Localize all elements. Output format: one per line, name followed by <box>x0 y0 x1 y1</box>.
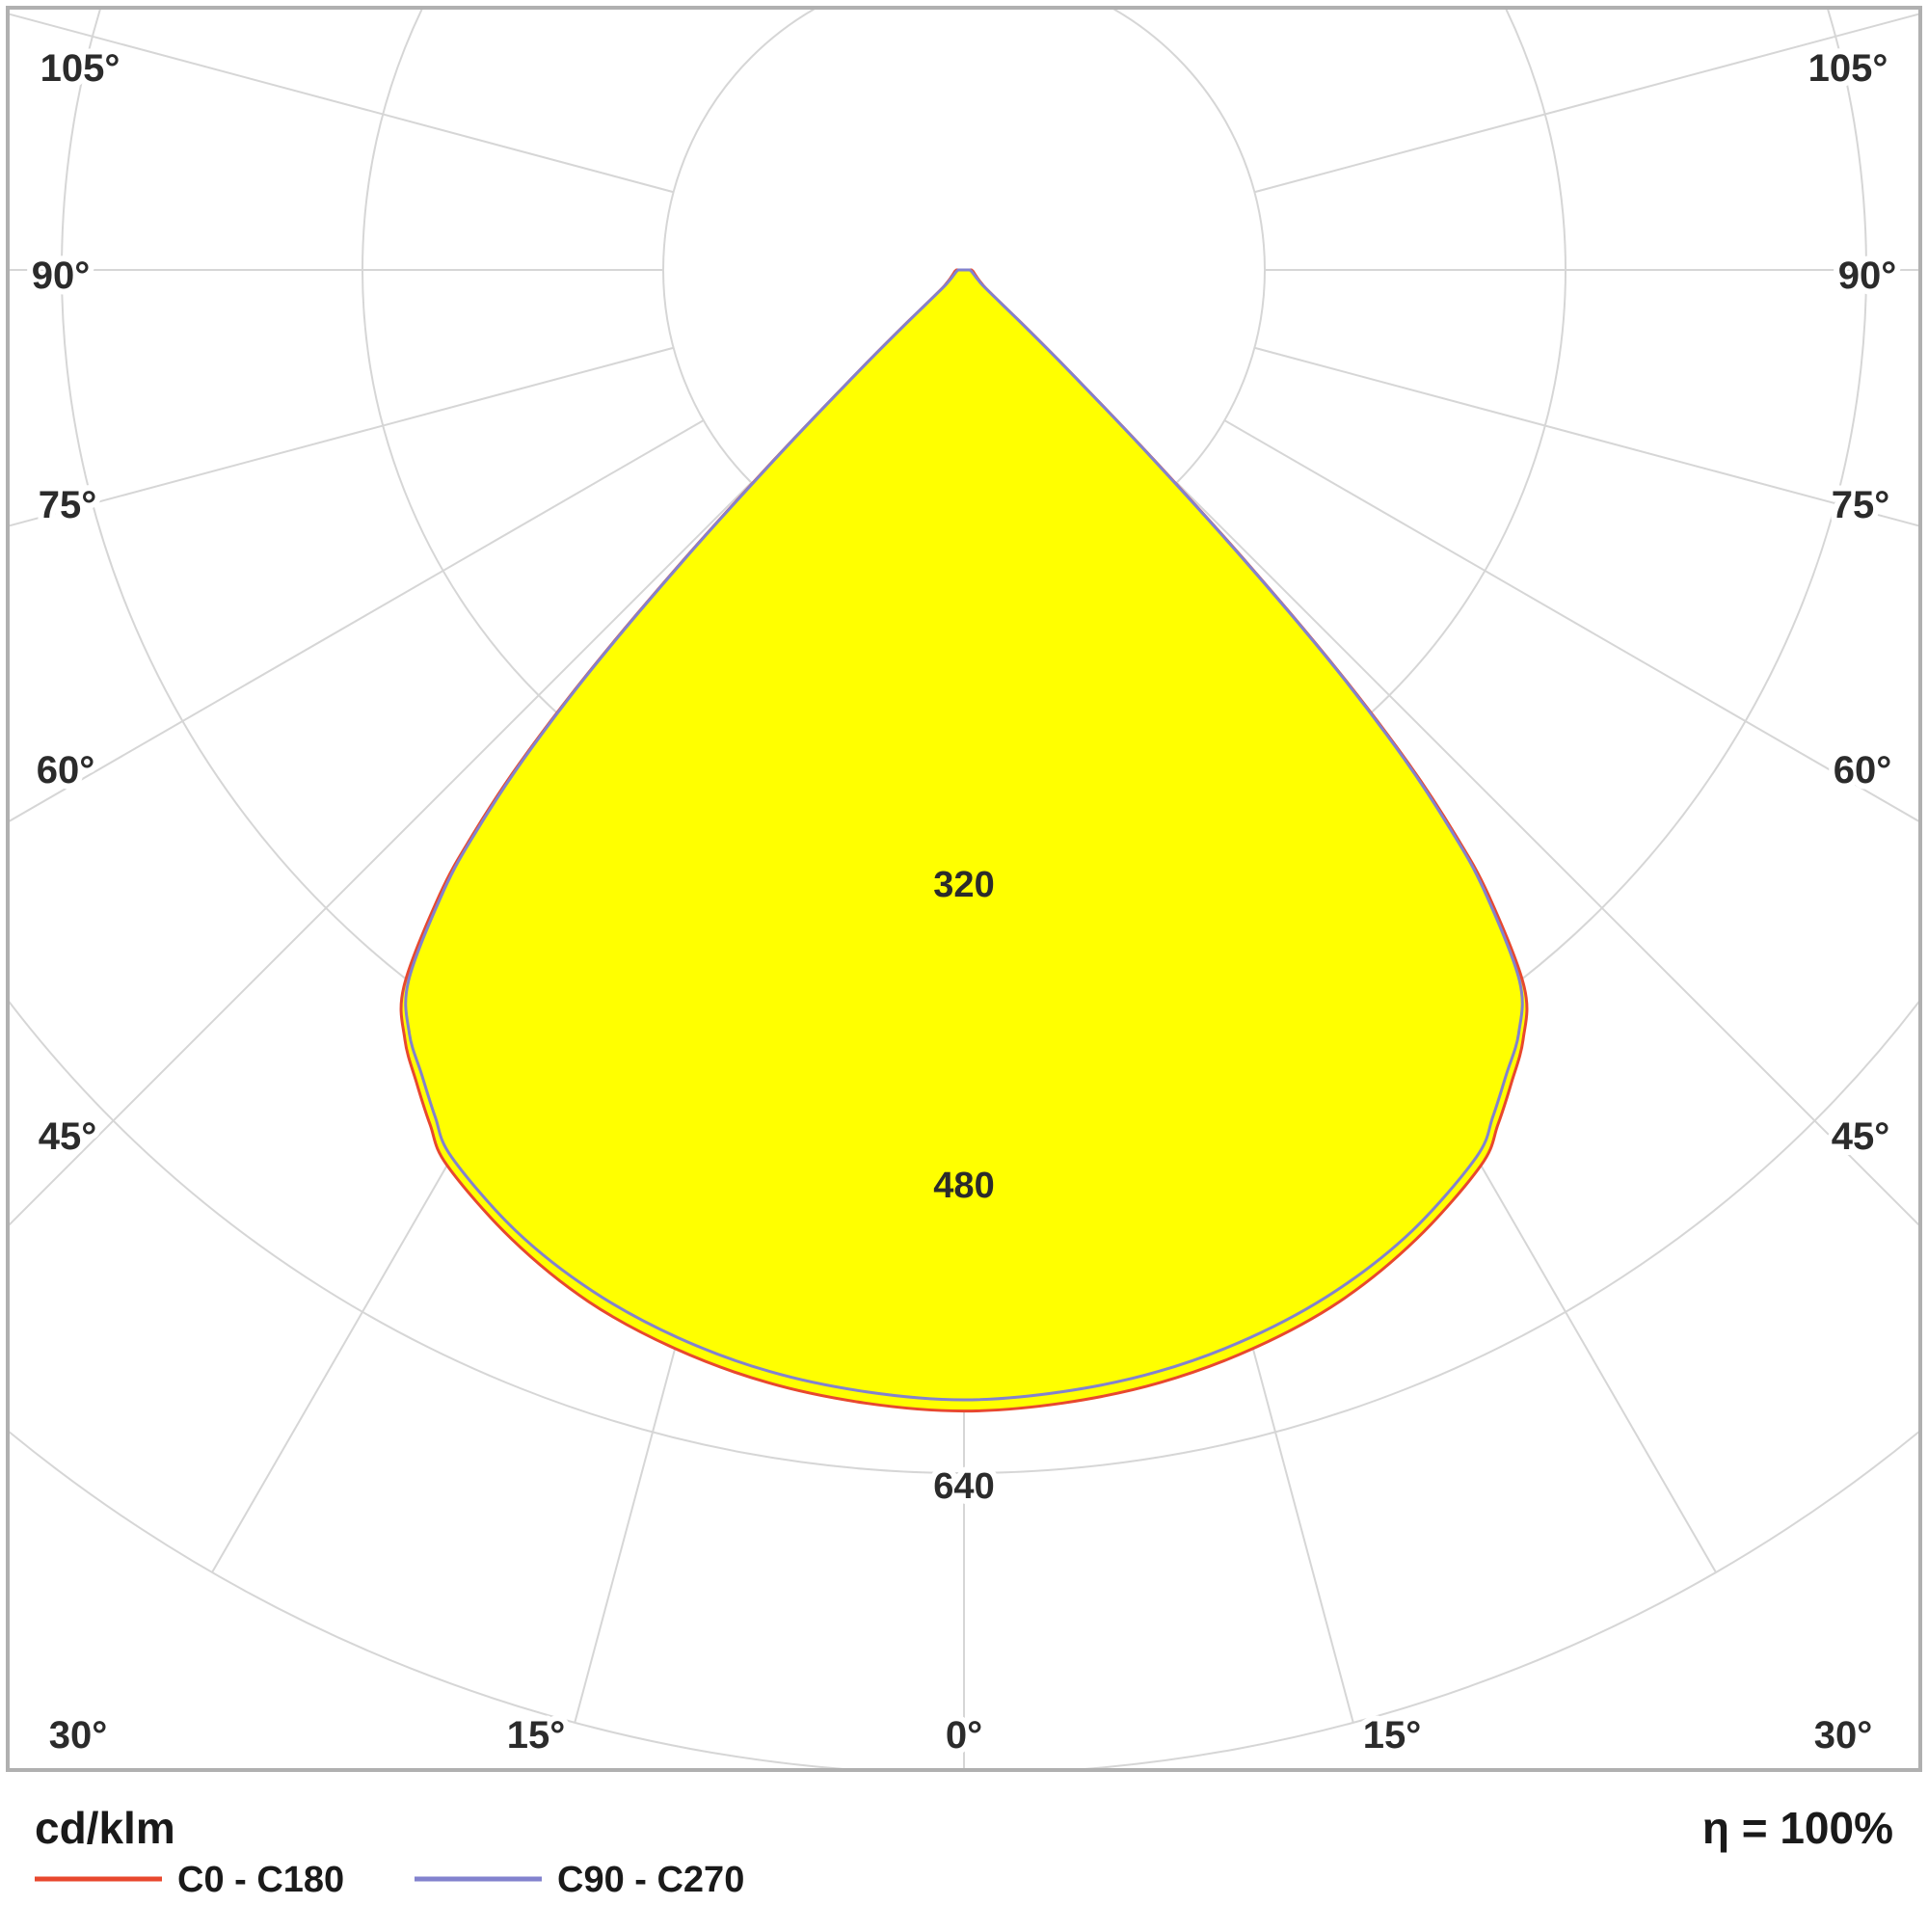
radial-line-45-left <box>10 481 753 1226</box>
angle-label-bottom-4-30: 30° <box>1814 1714 1873 1757</box>
angle-label-right-75: 75° <box>1832 484 1890 526</box>
radial-line-45-right <box>1175 481 1918 1226</box>
radial-tick-label-320: 320 <box>933 865 994 905</box>
angle-label-right-105: 105° <box>1808 47 1888 90</box>
angle-label-bottom-3-15: 15° <box>1363 1714 1422 1757</box>
radial-line-60-left <box>10 419 705 822</box>
radial-tick-label-480: 480 <box>933 1166 994 1206</box>
radial-line-75-right <box>1254 346 1918 527</box>
angle-label-bottom-1-15: 15° <box>507 1714 566 1757</box>
radial-tick-label-640: 640 <box>933 1466 994 1507</box>
angle-label-right-60: 60° <box>1834 749 1892 792</box>
angle-label-left-45: 45° <box>39 1115 97 1158</box>
angle-label-right-90: 90° <box>1838 255 1897 297</box>
angle-label-right-45: 45° <box>1832 1115 1890 1158</box>
radial-line-105-left <box>10 13 674 194</box>
angle-label-left-75: 75° <box>39 484 97 526</box>
angle-label-bottom-2-0: 0° <box>946 1714 982 1757</box>
radial-line-75-left <box>10 346 674 527</box>
axis-labels: 320 480 640 105° 90° 75° 60° 45° 105° 90° 75° 60° 45… <box>26 41 1903 1762</box>
legend-label-c90-c270: C90 - C270 <box>557 1860 744 1900</box>
units-label: cd/klm <box>35 1803 175 1853</box>
efficiency-label: η = 100% <box>1702 1803 1893 1853</box>
angle-label-left-90: 90° <box>32 255 91 297</box>
radial-line-105-right <box>1254 13 1918 194</box>
legend: cd/klm η = 100% C0 - C180 C90 - C270 <box>35 1803 1893 1900</box>
plot-frame <box>6 6 1922 1772</box>
curve-c90-c270 <box>404 268 1524 1402</box>
polar-grid <box>10 10 1918 1768</box>
angle-label-left-105: 105° <box>40 47 120 90</box>
radial-line-60-right <box>1223 419 1918 822</box>
legend-label-c0-c180: C0 - C180 <box>177 1860 344 1900</box>
intensity-curves <box>399 268 1529 1413</box>
angle-label-left-60: 60° <box>37 749 95 792</box>
angle-label-bottom-0-30: 30° <box>49 1714 108 1757</box>
